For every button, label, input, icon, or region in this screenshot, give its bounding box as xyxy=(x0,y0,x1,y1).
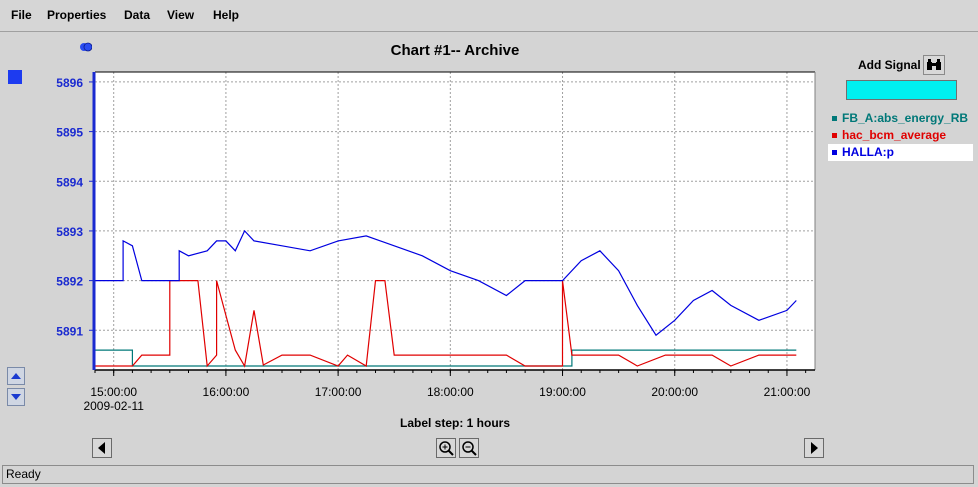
plot-background xyxy=(95,72,815,370)
arrow-right-icon xyxy=(811,442,818,454)
status-bar: Ready xyxy=(0,463,978,487)
zoom-in-icon xyxy=(439,441,454,456)
legend-label: hac_bcm_average xyxy=(842,128,947,142)
signal-search-input[interactable] xyxy=(846,80,957,100)
zoom-in-button[interactable] xyxy=(436,438,456,458)
arrow-up-icon xyxy=(11,373,21,379)
y-tick-label: 5892 xyxy=(56,275,83,289)
chart-title: Chart #1-- Archive xyxy=(390,42,520,59)
zoom-out-button[interactable] xyxy=(459,438,479,458)
binoculars-icon xyxy=(927,59,941,70)
x-tick-label: 17:00:00 xyxy=(315,385,362,399)
legend-swatch xyxy=(832,116,837,122)
menu-view[interactable]: View xyxy=(167,8,195,22)
series-line-1 xyxy=(95,280,797,368)
x-tick-label: 19:00:00 xyxy=(539,385,586,399)
legend: FB_A:abs_energy_RB hac_bcm_average HALLA… xyxy=(828,110,973,161)
legend-item[interactable]: hac_bcm_average xyxy=(828,127,973,144)
arrow-left-icon xyxy=(98,442,105,454)
add-signal-button[interactable] xyxy=(923,55,945,75)
x-tick-label: 15:00:00 xyxy=(90,385,137,399)
menu-help[interactable]: Help xyxy=(213,8,240,22)
scroll-right-button[interactable] xyxy=(804,438,824,458)
legend-label: HALLA:p xyxy=(842,145,894,159)
menu-properties[interactable]: Properties xyxy=(47,8,107,22)
legend-label: FB_A:abs_energy_RB xyxy=(842,111,969,125)
axis-color-square-icon[interactable] xyxy=(8,70,22,84)
y-tick-label: 5894 xyxy=(56,175,83,189)
y-tick-label: 5896 xyxy=(56,76,83,90)
zoom-out-icon xyxy=(462,441,477,456)
arrow-down-icon xyxy=(11,394,21,400)
series-line-0 xyxy=(95,349,797,367)
legend-item[interactable]: HALLA:p xyxy=(828,144,973,161)
scroll-up-button[interactable] xyxy=(7,367,25,385)
scroll-left-button[interactable] xyxy=(92,438,112,458)
menu-file[interactable]: File xyxy=(11,8,32,22)
x-tick-label: 16:00:00 xyxy=(203,385,250,399)
grid xyxy=(95,72,815,370)
axis-indicator-icon[interactable] xyxy=(80,41,93,52)
menu-data[interactable]: Data xyxy=(124,8,151,22)
legend-swatch xyxy=(832,133,837,139)
legend-item[interactable]: FB_A:abs_energy_RB xyxy=(828,110,973,127)
add-signal-label: Add Signal xyxy=(858,58,921,72)
menu-bar: File Properties Data View Help xyxy=(0,0,978,32)
x-tick-label: 18:00:00 xyxy=(427,385,474,399)
series-lines xyxy=(95,229,797,368)
axes: 5891 5892 5893 5894 5895 5896 15:00:00 16:00:00… xyxy=(56,71,816,413)
status-text: Ready xyxy=(2,465,974,484)
series-line-2 xyxy=(95,229,797,337)
x-tick-label: 20:00:00 xyxy=(651,385,698,399)
x-date-label: 2009-02-11 xyxy=(83,399,144,413)
legend-swatch xyxy=(832,150,837,156)
label-step: Label step: 1 hours xyxy=(399,416,511,430)
y-tick-label: 5895 xyxy=(56,126,83,140)
y-tick-label: 5893 xyxy=(56,225,83,239)
x-tick-label: 21:00:00 xyxy=(764,385,811,399)
y-tick-label: 5891 xyxy=(56,324,83,338)
scroll-down-button[interactable] xyxy=(7,388,25,406)
